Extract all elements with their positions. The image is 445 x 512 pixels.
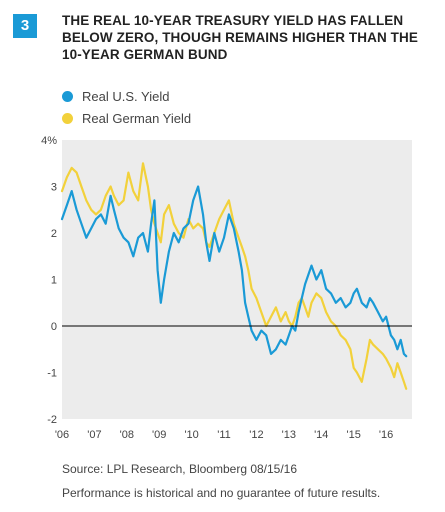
y-tick-label: 0 bbox=[51, 321, 57, 333]
x-tick-label: '14 bbox=[314, 429, 328, 441]
series-line-us bbox=[60, 185, 408, 358]
y-tick-label: -1 bbox=[47, 368, 57, 380]
x-tick-label: '08 bbox=[120, 429, 134, 441]
legend-marker-us bbox=[62, 90, 73, 102]
x-tick-label: '09 bbox=[152, 429, 166, 441]
y-tick-label: 2 bbox=[51, 228, 57, 240]
legend-marker-german bbox=[62, 112, 73, 124]
series-line-german bbox=[60, 162, 408, 390]
disclaimer-note: Performance is historical and no guarant… bbox=[62, 486, 381, 500]
plot-background bbox=[62, 140, 412, 419]
x-tick-label: '12 bbox=[249, 429, 263, 441]
x-tick-label: '16 bbox=[379, 429, 393, 441]
chart-title: THE REAL 10-YEAR TREASURY YIELD HAS FALL… bbox=[62, 13, 418, 62]
legend-item-us: Real U.S. Yield bbox=[62, 85, 191, 107]
x-tick-label: '15 bbox=[346, 429, 360, 441]
x-tick-label: '13 bbox=[282, 429, 296, 441]
y-tick-label: 3 bbox=[51, 182, 57, 194]
legend-label-us: Real U.S. Yield bbox=[82, 88, 170, 104]
source-note: Source: LPL Research, Bloomberg 08/15/16 bbox=[62, 462, 298, 476]
x-tick-label: '11 bbox=[217, 429, 231, 441]
figure-number-badge: 3 bbox=[13, 14, 37, 38]
legend: Real U.S. Yield Real German Yield bbox=[62, 85, 191, 129]
x-tick-label: '10 bbox=[184, 429, 198, 441]
x-tick-label: '06 bbox=[55, 429, 69, 441]
legend-item-german: Real German Yield bbox=[62, 107, 191, 129]
y-tick-label: 1 bbox=[51, 275, 57, 287]
y-tick-label: 4% bbox=[41, 135, 57, 147]
y-tick-label: -2 bbox=[47, 414, 57, 426]
x-tick-label: '07 bbox=[87, 429, 101, 441]
legend-label-german: Real German Yield bbox=[82, 110, 192, 126]
